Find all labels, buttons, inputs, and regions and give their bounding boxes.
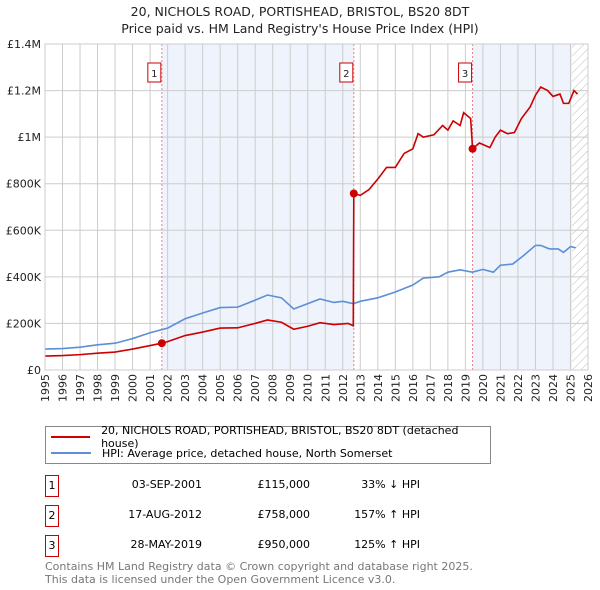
x-tick-label: 2013 xyxy=(354,374,367,402)
legend-swatch-hpi xyxy=(51,452,91,454)
sale-label: 2 xyxy=(343,69,349,80)
x-tick-label: 2026 xyxy=(582,374,595,402)
x-tick-label: 1995 xyxy=(39,374,52,402)
sale-row: 2 17-AUG-2012 £758,000 157% ↑ HPI xyxy=(45,505,465,527)
sale-date: 03-SEP-2001 xyxy=(131,478,202,491)
x-tick-label: 2008 xyxy=(267,374,280,402)
sale-date: 17-AUG-2012 xyxy=(128,508,202,521)
sale-price: £115,000 xyxy=(257,478,311,491)
y-tick-label: £200K xyxy=(6,317,42,330)
sale-price: £758,000 xyxy=(257,508,311,521)
footer-copyright: Contains HM Land Registry data © Crown c… xyxy=(45,560,473,573)
chart-subtitle: Price paid vs. HM Land Registry's House … xyxy=(121,21,479,36)
legend: 20, NICHOLS ROAD, PORTISHEAD, BRISTOL, B… xyxy=(45,424,491,464)
x-tick-label: 1996 xyxy=(57,374,70,402)
y-tick-label: £600K xyxy=(6,224,42,237)
sale-date: 28-MAY-2019 xyxy=(130,538,202,551)
x-tick-label: 2014 xyxy=(372,374,385,402)
plot-border xyxy=(44,43,589,371)
legend-swatch-property xyxy=(51,436,91,438)
sale-point xyxy=(468,144,477,153)
x-tick-label: 2003 xyxy=(179,374,192,402)
x-tick-label: 2016 xyxy=(407,374,420,402)
x-tick-label: 2005 xyxy=(214,374,227,402)
hpi-line xyxy=(44,244,576,350)
x-tick-label: 2024 xyxy=(547,374,560,402)
x-tick-label: 1997 xyxy=(74,374,87,402)
y-tick-label: £1.2M xyxy=(7,85,41,98)
x-tick-label: 2012 xyxy=(337,374,350,402)
sale-number-badge: 1 xyxy=(45,475,59,497)
sale-point xyxy=(349,189,358,198)
x-tick-label: 2022 xyxy=(512,374,525,402)
y-tick-label: £0 xyxy=(27,364,41,377)
x-tick-label: 2002 xyxy=(162,374,175,402)
footer-licence: This data is licensed under the Open Gov… xyxy=(45,573,396,586)
legend-label-property: 20, NICHOLS ROAD, PORTISHEAD, BRISTOL, B… xyxy=(101,424,459,450)
sale-row: 1 03-SEP-2001 £115,000 33% ↓ HPI xyxy=(45,475,465,497)
sale-point xyxy=(157,339,166,348)
chart-title: 20, NICHOLS ROAD, PORTISHEAD, BRISTOL, B… xyxy=(130,4,470,19)
x-tick-label: 2001 xyxy=(144,374,157,402)
sale-number-badge: 2 xyxy=(45,505,59,527)
x-tick-label: 2000 xyxy=(127,374,140,402)
x-tick-label: 2025 xyxy=(564,374,577,402)
x-tick-label: 2011 xyxy=(319,374,332,402)
x-tick-label: 1999 xyxy=(109,374,122,402)
y-tick-label: £400K xyxy=(6,271,42,284)
x-tick-label: 2023 xyxy=(529,374,542,402)
x-tick-label: 2007 xyxy=(249,374,262,402)
x-tick-label: 2009 xyxy=(284,374,297,402)
x-tick-label: 2019 xyxy=(459,374,472,402)
x-tick-label: 1998 xyxy=(92,374,105,402)
x-tick-label: 2004 xyxy=(197,374,210,402)
x-tick-label: 2020 xyxy=(477,374,490,402)
sale-label-box xyxy=(339,62,354,83)
property-price-line xyxy=(44,86,579,357)
sale-hpi-diff: 157% ↑ HPI xyxy=(354,508,420,521)
shaded-range xyxy=(472,44,573,370)
x-tick-label: 2018 xyxy=(442,374,455,402)
x-tick-label: 2017 xyxy=(424,374,437,402)
x-tick-label: 2015 xyxy=(389,374,402,402)
sale-number-badge: 3 xyxy=(45,535,59,557)
sale-label-box xyxy=(147,62,162,83)
y-tick-label: £1.4M xyxy=(7,38,41,51)
y-tick-label: £800K xyxy=(6,178,42,191)
sale-row: 3 28-MAY-2019 £950,000 125% ↑ HPI xyxy=(45,535,465,557)
x-tick-label: 2010 xyxy=(302,374,315,402)
price-chart: 1995 1996 1997 1998 1999 2000 2001 2002 2003 2004… xyxy=(6,38,595,402)
x-tick-label: 2006 xyxy=(232,374,245,402)
x-tick-label: 2021 xyxy=(494,374,507,402)
y-tick-label: £1M xyxy=(18,131,42,144)
forecast-hatch xyxy=(572,44,588,370)
sale-label: 3 xyxy=(462,69,468,80)
legend-label-hpi: HPI: Average price, detached house, Nort… xyxy=(102,446,393,460)
sale-hpi-diff: 33% ↓ HPI xyxy=(361,478,420,491)
sale-price: £950,000 xyxy=(257,538,311,551)
sale-hpi-diff: 125% ↑ HPI xyxy=(354,538,420,551)
sale-label: 1 xyxy=(151,69,157,80)
sale-label-box xyxy=(458,62,473,83)
